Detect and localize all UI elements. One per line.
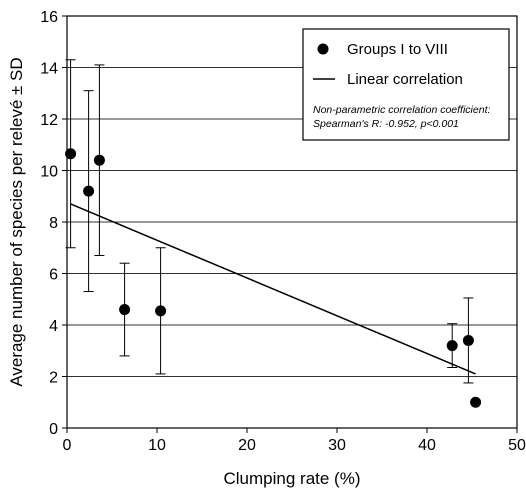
y-tick-label-6: 6 [49,267,58,284]
x-tick-label-20: 20 [238,437,256,454]
y-axis: 0 2 4 6 8 10 12 14 16 [40,9,67,438]
gridlines [67,67,517,377]
data-point-2 [83,185,95,197]
x-tick-label-50: 50 [508,437,526,454]
y-tick-label-0: 0 [49,421,58,438]
y-tick-label-4: 4 [49,318,58,335]
legend-box [302,28,510,141]
data-point-8 [470,396,482,408]
legend-marker-groups [317,43,329,55]
legend-label-linear: Linear correlation [347,71,463,88]
data-points [65,148,482,408]
data-point-7 [462,334,474,346]
x-tick-label-10: 10 [148,437,166,454]
linear-correlation-line [70,203,476,375]
x-tick-label-30: 30 [328,437,346,454]
x-axis-title: Clumping rate (%) [224,469,361,488]
y-tick-label-10: 10 [40,164,58,181]
x-tick-label-0: 0 [63,437,72,454]
legend-label-groups: Groups I to VIII [347,41,448,58]
y-tick-label-8: 8 [49,215,58,232]
x-axis: 0 10 20 30 40 50 [63,428,526,454]
data-point-1 [65,148,77,160]
regression-line-layer [70,203,476,375]
data-point-3 [93,154,105,166]
data-point-4 [119,304,131,316]
legend-note-line2: Spearman's R: -0.952, p<0.001 [313,118,459,130]
data-point-6 [446,340,458,352]
y-tick-label-16: 16 [40,9,58,26]
legend: Groups I to VIII Linear correlation Non-… [302,28,510,141]
x-tick-label-40: 40 [418,437,436,454]
y-tick-label-14: 14 [40,61,58,78]
y-tick-label-2: 2 [49,370,58,387]
legend-note-line1: Non-parametric correlation coefficient: [313,104,490,116]
y-tick-label-12: 12 [40,112,58,129]
y-axis-title: Average number of species per relevé ± S… [7,57,26,386]
data-point-5 [155,305,167,317]
